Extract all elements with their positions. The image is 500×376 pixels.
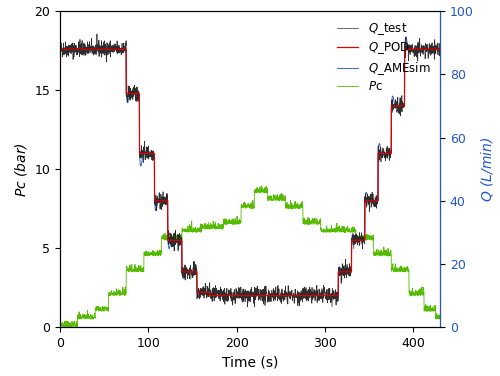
X-axis label: Time (s): Time (s): [222, 355, 278, 369]
Y-axis label: $P$c (bar): $P$c (bar): [13, 142, 29, 197]
Y-axis label: $Q$ (L/min): $Q$ (L/min): [479, 136, 495, 202]
Legend: $Q$_test, $Q$_POD, $Q$_AMEsim, $P$c: $Q$_test, $Q$_POD, $Q$_AMEsim, $P$c: [334, 17, 434, 97]
